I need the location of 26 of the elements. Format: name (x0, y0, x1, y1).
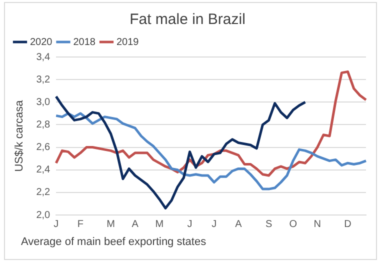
legend-label: 2020 (30, 36, 53, 48)
legend-label: 2019 (116, 36, 140, 48)
y-tick-label: 3,0 (36, 96, 51, 108)
x-tick-label: J (187, 218, 192, 230)
x-tick-label: J (212, 218, 217, 230)
y-axis-title: US$/k carcasa (14, 99, 26, 172)
legend-label: 2018 (73, 36, 96, 48)
y-tick-label: 2,2 (36, 187, 51, 198)
x-tick-label: D (344, 218, 352, 230)
chart-title: Fat male in Brazil (130, 11, 246, 28)
x-tick-label: O (289, 218, 298, 230)
x-tick-label: S (265, 218, 272, 230)
x-tick-label: A (132, 218, 139, 230)
x-tick-label: F (77, 218, 84, 230)
y-tick-label: 2,6 (36, 142, 51, 154)
y-tick-label: 3,2 (36, 74, 51, 86)
y-tick-label: 2,0 (36, 210, 51, 221)
x-tick-label: N (314, 218, 322, 230)
x-tick-label: M (155, 218, 164, 230)
y-tick-label: 2,8 (36, 119, 51, 130)
y-tick-label: 3,4 (36, 52, 51, 63)
text: Average of main beef exporting states (21, 236, 206, 248)
x-tick-label: M (106, 218, 115, 230)
x-tick-label: A (235, 218, 242, 230)
x-tick-label: J (54, 218, 59, 230)
y-tick-label: 2,4 (36, 164, 51, 176)
